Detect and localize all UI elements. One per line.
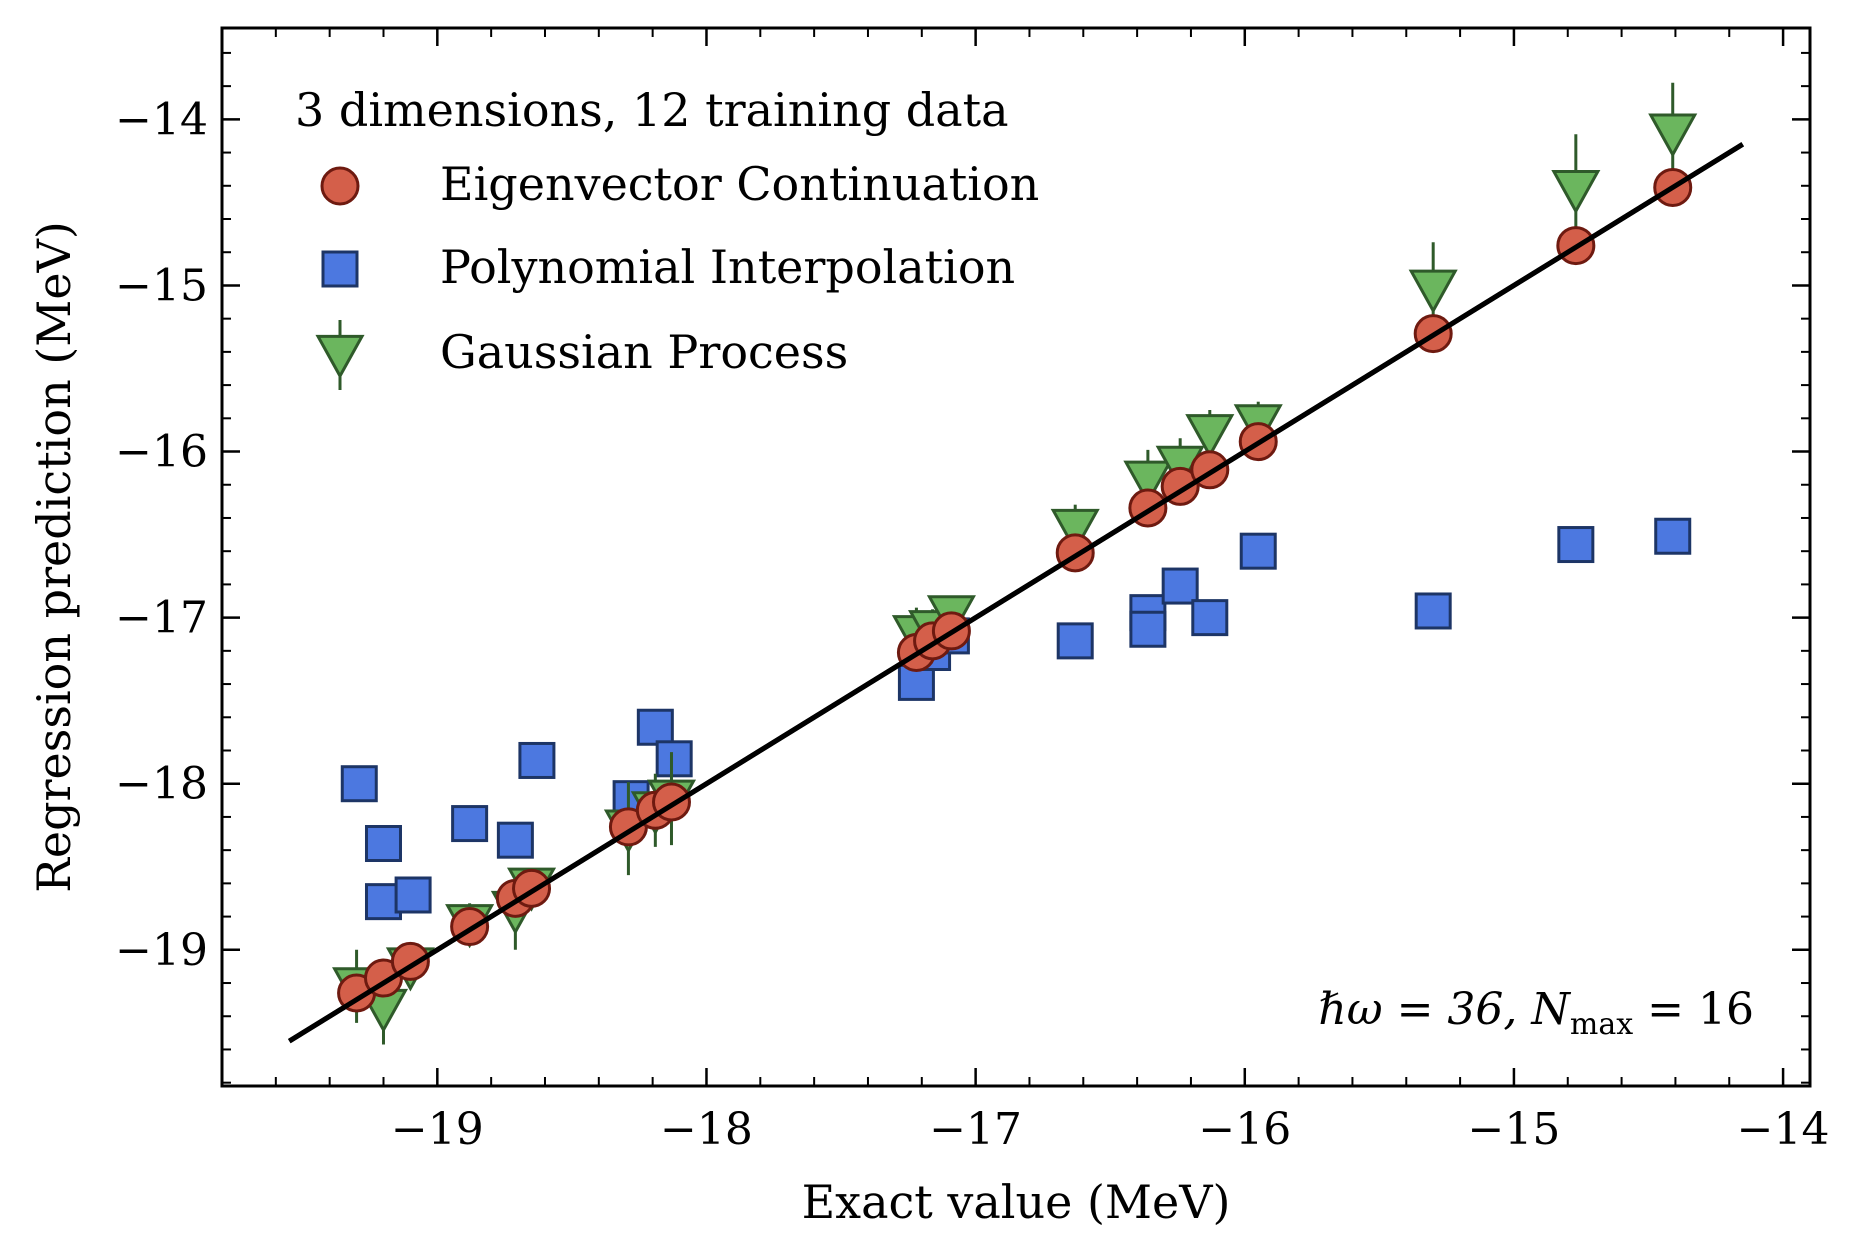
y-tick-label: −15 (115, 260, 208, 311)
legend-entry-polynomial-interpolation: Polynomial Interpolation (321, 240, 1015, 294)
x-tick-label: −15 (1468, 1104, 1561, 1155)
series-polynomial-interpolation (340, 517, 1692, 921)
legend-label: Polynomial Interpolation (440, 240, 1015, 294)
parameter-annotation: ℏω = 36, Nmax = 16 (1318, 984, 1754, 1042)
gaussian-process-point (1648, 113, 1698, 158)
polynomial-interpolation-point (1557, 526, 1595, 564)
y-tick-label: −19 (115, 925, 208, 976)
polynomial-interpolation-point (451, 805, 489, 843)
polynomial-interpolation-point (1129, 610, 1167, 648)
y-axis-label: Regression prediction (MeV) (27, 221, 81, 893)
polynomial-interpolation-point (655, 740, 693, 778)
legend: 3 dimensions, 12 training data Eigenvect… (295, 83, 1039, 390)
polynomial-interpolation-point (1056, 622, 1094, 660)
polynomial-interpolation-point (1414, 592, 1452, 630)
y-tick-labels: −14 −15 −16 −17 −18 −19 (115, 94, 208, 975)
x-tick-label: −19 (391, 1104, 484, 1155)
polynomial-interpolation-point (518, 741, 556, 779)
legend-label: Eigenvector Continuation (440, 157, 1039, 211)
legend-label: Gaussian Process (440, 325, 848, 379)
gaussian-process-point (1123, 460, 1173, 505)
y-tick-label: −14 (115, 94, 208, 145)
y-tick-label: −16 (115, 427, 208, 478)
x-tick-label: −14 (1737, 1104, 1830, 1155)
polynomial-interpolation-point (364, 825, 402, 863)
x-tick-label: −17 (929, 1104, 1022, 1155)
x-tick-label: −16 (1198, 1104, 1291, 1155)
plot-area (287, 82, 1745, 1045)
polynomial-interpolation-point (636, 708, 674, 746)
x-tick-label: −18 (660, 1104, 753, 1155)
y-tick-label: −18 (115, 759, 208, 810)
legend-triangle-marker (315, 334, 365, 380)
legend-title: 3 dimensions, 12 training data (295, 83, 1009, 137)
x-axis-label: Exact value (MeV) (802, 1175, 1231, 1229)
annotation-subscript: max (1570, 1007, 1633, 1042)
polynomial-interpolation-point (340, 765, 378, 803)
legend-entry-gaussian-process: Gaussian Process (315, 320, 848, 390)
reference-line-overlay (287, 142, 1745, 1044)
polynomial-interpolation-point (1161, 567, 1199, 605)
gaussian-process-point (1551, 170, 1601, 215)
legend-square-marker (321, 250, 359, 288)
polynomial-interpolation-point (1239, 532, 1277, 570)
polynomial-interpolation-point (496, 821, 534, 859)
gaussian-process-point (1408, 269, 1458, 314)
gaussian-process-point (1050, 508, 1100, 554)
axes-frame (220, 26, 1812, 1088)
y-tick-label: −17 (115, 593, 208, 644)
x-tick-labels: −19 −18 −17 −16 −15 −14 (391, 1104, 1830, 1155)
annotation-main: ℏω = 36, N (1318, 984, 1571, 1035)
polynomial-interpolation-point (394, 876, 432, 914)
axis-ticks (221, 28, 1810, 1086)
annotation-tail: = 16 (1633, 984, 1754, 1035)
polynomial-interpolation-point (1191, 599, 1229, 637)
legend-circle-marker (320, 166, 360, 206)
gaussian-process-point (1185, 414, 1235, 459)
legend-entry-eigenvector-continuation: Eigenvector Continuation (320, 157, 1039, 211)
polynomial-interpolation-point (1654, 517, 1692, 555)
